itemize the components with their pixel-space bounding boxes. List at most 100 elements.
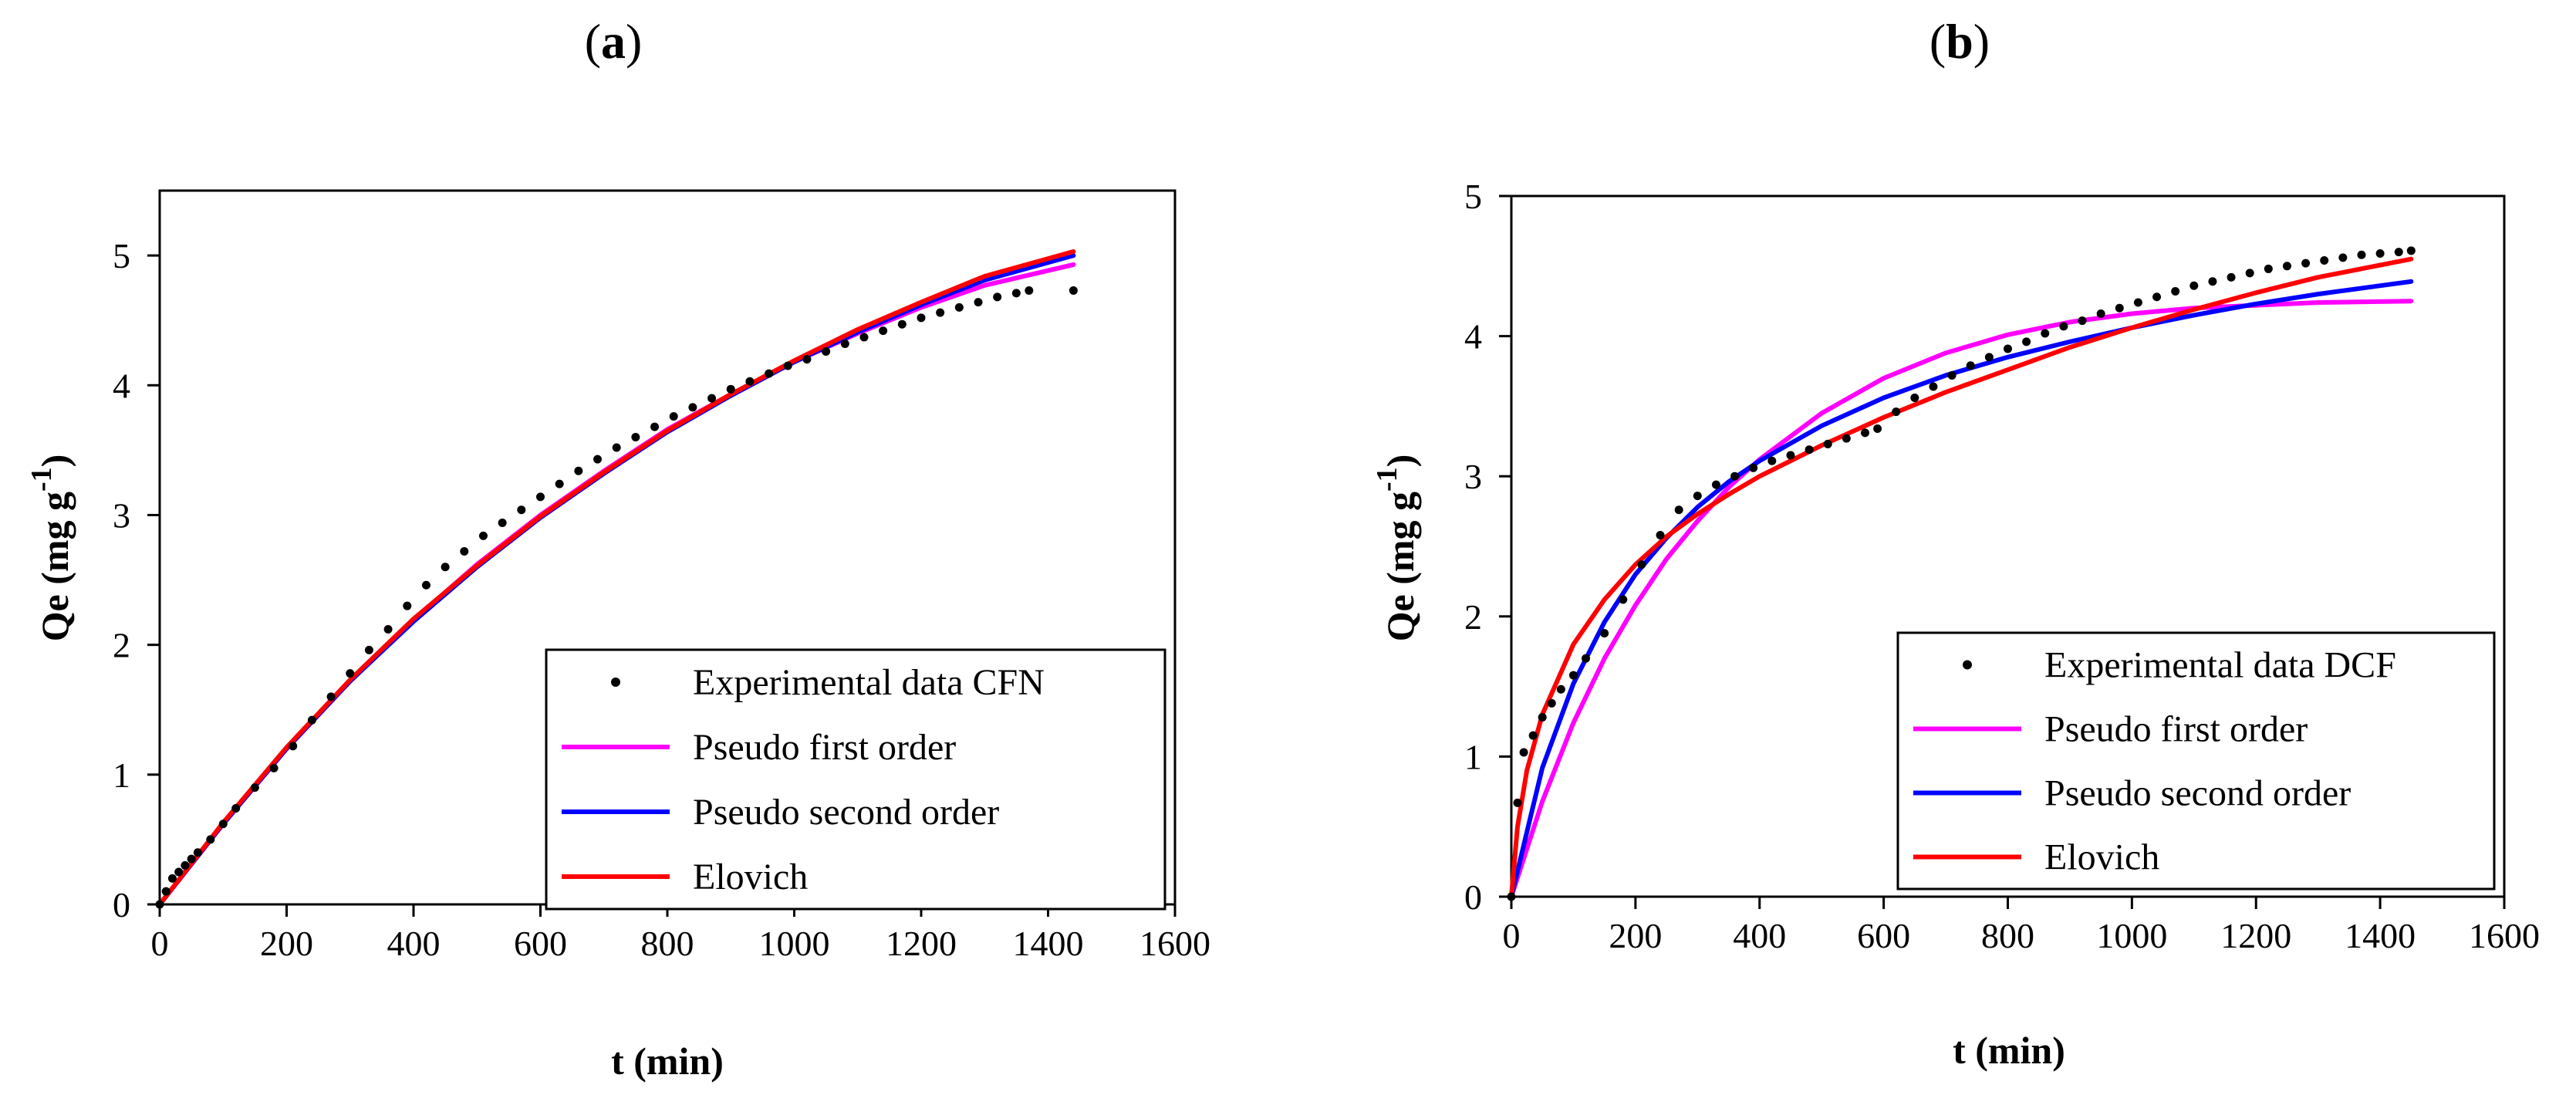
experimental-point xyxy=(2320,256,2329,265)
experimental-point xyxy=(1873,424,1882,433)
y-axis-title: Qe (mg g-1) xyxy=(1371,455,1422,642)
experimental-point xyxy=(1582,654,1591,663)
experimental-point xyxy=(917,313,926,323)
y-tick-label: 5 xyxy=(1464,177,1482,216)
experimental-point xyxy=(2171,286,2180,296)
y-tick-label: 1 xyxy=(113,755,130,795)
experimental-point xyxy=(1823,439,1832,448)
experimental-point xyxy=(174,867,184,877)
x-tick-label: 1200 xyxy=(886,924,957,963)
y-tick-label: 0 xyxy=(113,885,130,924)
y-tick-label: 4 xyxy=(1464,317,1482,357)
experimental-point xyxy=(1786,451,1795,460)
experimental-point xyxy=(478,531,488,540)
experimental-point xyxy=(2375,248,2385,258)
experimental-point xyxy=(2264,264,2273,273)
experimental-point xyxy=(161,887,170,896)
experimental-point xyxy=(289,742,298,751)
experimental-point xyxy=(840,339,849,348)
experimental-point xyxy=(765,369,774,378)
experimental-point xyxy=(1025,286,1034,295)
experimental-point xyxy=(231,804,241,813)
experimental-point xyxy=(1519,748,1528,757)
legend-label: Experimental data DCF xyxy=(2044,645,2396,686)
panel-label: (b) xyxy=(1929,14,1990,69)
experimental-point xyxy=(1693,492,1702,501)
experimental-point xyxy=(2022,337,2031,346)
experimental-point xyxy=(326,692,336,701)
experimental-point xyxy=(1556,684,1565,694)
experimental-point xyxy=(1749,463,1758,472)
experimental-point xyxy=(1600,629,1609,638)
x-tick-label: 1400 xyxy=(2345,916,2416,955)
x-tick-label: 1600 xyxy=(2469,916,2540,955)
experimental-point xyxy=(593,455,603,464)
experimental-point xyxy=(2282,262,2291,271)
experimental-point xyxy=(1568,671,1578,680)
experimental-point xyxy=(802,355,812,364)
experimental-point xyxy=(1767,456,1777,465)
experimental-point xyxy=(193,848,202,857)
experimental-point xyxy=(421,580,430,590)
experimental-point xyxy=(441,563,450,572)
experimental-point xyxy=(879,326,888,336)
panel-label-letter: a xyxy=(601,14,626,69)
experimental-point xyxy=(1513,798,1522,807)
experimental-point xyxy=(1730,471,1740,481)
experimental-point xyxy=(383,624,393,634)
x-axis-title: t (min) xyxy=(1953,1029,2065,1072)
experimental-point xyxy=(2301,259,2311,268)
legend-label: Pseudo first order xyxy=(2044,709,2308,750)
experimental-point xyxy=(2245,269,2254,278)
experimental-point xyxy=(1842,434,1851,443)
experimental-point xyxy=(1892,407,1901,417)
x-tick-label: 0 xyxy=(151,924,169,963)
experimental-point xyxy=(954,302,964,312)
experimental-point xyxy=(688,403,697,412)
experimental-point xyxy=(2189,281,2199,290)
experimental-point xyxy=(187,854,196,863)
y-tick-label: 2 xyxy=(113,626,130,665)
experimental-point xyxy=(1910,394,1919,403)
chart-panel-a: (a) 0 200 400 600 800 1000 1200 1400 1600 0 1 2 3 4 5 t … xyxy=(25,14,1210,1083)
x-tick-label: 1000 xyxy=(759,924,830,963)
x-tick-label: 200 xyxy=(1609,916,1662,955)
experimental-point xyxy=(517,505,526,515)
x-tick-label: 400 xyxy=(1733,916,1786,955)
legend-label: Pseudo second order xyxy=(2044,773,2351,814)
experimental-point xyxy=(1805,445,1814,455)
experimental-point xyxy=(783,361,792,370)
experimental-point xyxy=(1711,480,1720,489)
y-tick-label: 4 xyxy=(113,366,130,405)
experimental-point xyxy=(650,422,660,431)
legend-box xyxy=(1896,631,2496,891)
experimental-point xyxy=(1507,892,1516,901)
y-tick-label: 1 xyxy=(1464,737,1482,776)
experimental-point xyxy=(250,783,259,793)
y-tick-label: 3 xyxy=(1464,457,1482,496)
legend-label: Pseudo second order xyxy=(693,792,999,833)
legend-marker-experimental xyxy=(1963,660,1972,670)
experimental-point xyxy=(726,384,735,394)
x-tick-label: 1400 xyxy=(1013,924,1084,963)
experimental-point xyxy=(1966,361,1975,370)
experimental-point xyxy=(1547,698,1556,708)
chart-panel-b: (b) 0 200 400 600 800 1000 1200 1400 1600 0 1 2 3 4 5 t … xyxy=(1371,14,2540,1072)
experimental-point xyxy=(2394,248,2403,257)
experimental-point xyxy=(936,308,945,317)
experimental-point xyxy=(1637,560,1646,569)
legend-marker-experimental xyxy=(611,678,620,687)
experimental-point xyxy=(2208,277,2217,286)
experimental-point xyxy=(2133,298,2142,307)
experimental-point xyxy=(364,645,373,654)
experimental-point xyxy=(631,433,640,442)
experimental-point xyxy=(2096,309,2105,319)
experimental-point xyxy=(2357,250,2366,259)
experimental-point xyxy=(536,492,545,502)
panel-label: (a) xyxy=(585,14,643,69)
legend-label: Experimental data CFN xyxy=(693,662,1045,703)
experimental-point xyxy=(1860,428,1869,438)
series-line-pseudo-second-order xyxy=(1509,279,2414,899)
x-tick-label: 400 xyxy=(387,924,441,963)
